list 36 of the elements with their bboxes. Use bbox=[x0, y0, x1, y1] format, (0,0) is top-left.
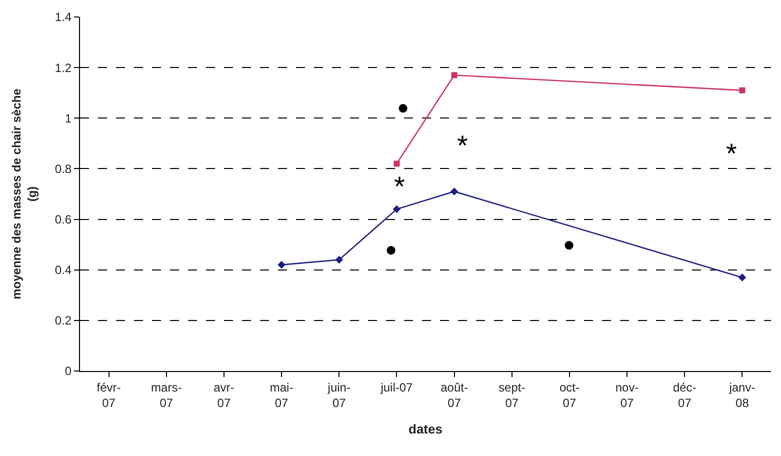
point bbox=[451, 72, 458, 78]
point bbox=[335, 256, 344, 264]
x-axis-title: dates bbox=[408, 422, 442, 437]
annotation: * bbox=[457, 130, 468, 161]
y-tick-label: 1.4 bbox=[54, 10, 72, 24]
x-tick-label: oct- 07 bbox=[559, 380, 580, 410]
x-tick-label: sept- 07 bbox=[498, 380, 526, 410]
x-tick-label: févr- 07 bbox=[96, 380, 121, 410]
annotation: ● bbox=[563, 234, 576, 256]
x-tick-label: avr- 07 bbox=[214, 380, 234, 410]
y-tick-label: 0.2 bbox=[54, 314, 72, 328]
point bbox=[392, 205, 401, 214]
point bbox=[739, 87, 746, 94]
y-tick-label: 0 bbox=[64, 364, 72, 378]
y-axis-title: moyenne des masses de chair sèche (g) bbox=[10, 88, 40, 300]
x-tick-label: nov- 07 bbox=[615, 380, 639, 410]
point bbox=[278, 260, 286, 269]
annotation: * bbox=[726, 138, 737, 169]
y-tick-label: 1 bbox=[64, 111, 72, 126]
point bbox=[450, 188, 458, 196]
annotation: ● bbox=[385, 239, 398, 261]
x-tick-label: déc- 07 bbox=[672, 380, 696, 410]
annotation: * bbox=[394, 171, 405, 202]
y-tick-label: 0.8 bbox=[54, 162, 72, 176]
x-tick-label: mai- 07 bbox=[270, 380, 294, 410]
x-tick-label: juin- 07 bbox=[326, 380, 350, 410]
y-tick-label: 0.4 bbox=[54, 263, 72, 278]
point bbox=[738, 274, 746, 282]
x-tick-label: janv- 08 bbox=[728, 380, 756, 410]
x-tick-label: mars- 07 bbox=[151, 380, 182, 410]
y-tick-label: 1.2 bbox=[54, 60, 72, 75]
point bbox=[394, 160, 400, 167]
x-tick-label: août- 07 bbox=[440, 380, 468, 410]
y-tick-label: 0.6 bbox=[54, 212, 72, 226]
x-tick-label: juil-07 bbox=[380, 380, 414, 394]
annotation: ● bbox=[397, 97, 410, 119]
